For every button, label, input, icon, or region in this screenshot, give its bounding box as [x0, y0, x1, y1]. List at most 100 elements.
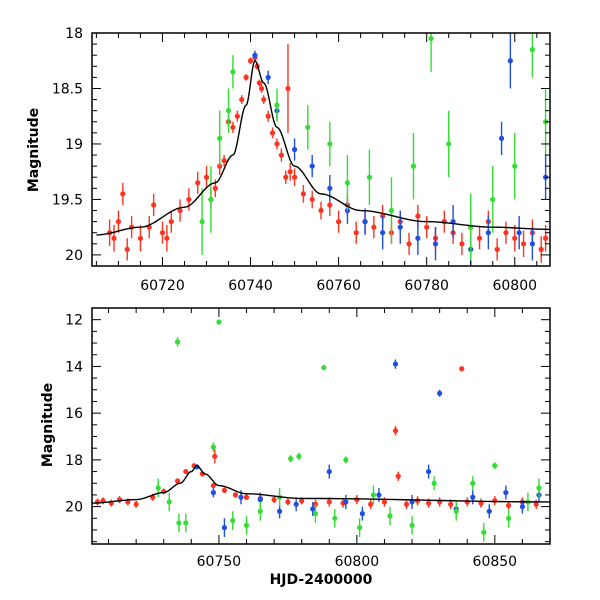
data-point-blue [415, 235, 421, 241]
x-tick-label: 60800 [335, 554, 380, 570]
data-point-red [247, 58, 254, 64]
data-point-green [481, 529, 487, 535]
data-point-red [512, 235, 518, 241]
data-point-blue [529, 241, 535, 247]
data-point-red [274, 141, 280, 147]
data-point-red [230, 124, 236, 130]
data-point-red [124, 246, 130, 252]
data-point-red [326, 499, 332, 505]
y-tick-label: 18.5 [52, 81, 83, 97]
data-point-red [459, 366, 465, 372]
data-point-red [285, 499, 291, 505]
data-point-red [256, 80, 262, 86]
data-point-green [208, 196, 214, 203]
bottom-light-curve-panel: 60750 60800 60850 12 14 16 18 20 Magnitude HJD-… [40, 307, 551, 588]
data-point-red [533, 501, 539, 507]
data-point-red [269, 130, 276, 136]
data-point-red [448, 501, 454, 507]
data-point-blue [359, 511, 365, 517]
data-point-green [216, 319, 222, 325]
data-point-red [520, 241, 527, 247]
data-point-green [490, 196, 496, 203]
data-point-blue [238, 494, 244, 500]
bottom-panel-data-marks [92, 319, 550, 542]
data-point-red [186, 196, 192, 203]
data-point-red [133, 501, 139, 507]
x-tick-label: 60740 [228, 278, 273, 294]
data-point-red [111, 235, 117, 241]
data-point-green [296, 453, 302, 459]
data-point-blue [426, 468, 432, 475]
data-point-red [368, 501, 374, 507]
data-point-green [327, 141, 333, 147]
top-panel-y-axis-label: Magnitude [26, 108, 42, 192]
x-tick-label: 60720 [140, 278, 185, 294]
data-point-blue [437, 390, 443, 396]
data-point-red [538, 246, 544, 252]
y-tick-label: 19.5 [52, 192, 83, 208]
data-point-red [278, 152, 284, 158]
data-point-blue [485, 230, 491, 236]
bottom-panel-frame [91, 307, 551, 545]
model-fit-curve [92, 464, 550, 504]
top-panel-frame [91, 32, 551, 267]
data-point-red [243, 494, 250, 500]
data-point-blue [507, 58, 513, 64]
data-point-red [392, 428, 399, 434]
data-point-red [258, 85, 265, 92]
data-point-green [343, 457, 349, 463]
data-point-red [151, 202, 157, 208]
data-point-blue [498, 135, 505, 142]
data-point-green [305, 124, 311, 130]
data-point-green [243, 522, 250, 528]
data-point-blue [310, 506, 316, 512]
data-point-green [230, 518, 236, 524]
data-point-red [415, 213, 421, 219]
data-point-green [357, 525, 363, 531]
top-light-curve-panel: 60720 60740 60760 60780 608001818.51919.520 … [26, 26, 551, 294]
data-point-blue [257, 497, 263, 503]
data-point-green [506, 515, 512, 521]
data-point-red [287, 169, 293, 175]
data-point-green [370, 492, 377, 498]
y-tick-label: 19 [65, 137, 83, 153]
data-point-blue [409, 499, 415, 505]
y-tick-label: 18 [65, 453, 83, 469]
data-point-green [492, 463, 498, 469]
data-point-red [195, 180, 201, 186]
data-point-red [494, 246, 500, 252]
data-point-blue [392, 361, 399, 367]
data-point-green [155, 485, 161, 491]
data-point-red [115, 219, 122, 225]
data-point-red [318, 207, 324, 214]
data-point-green [536, 485, 542, 491]
data-point-red [239, 96, 245, 103]
bottom-panel-x-axis-label: HJD-2400000 [270, 572, 373, 588]
data-point-blue [309, 163, 315, 169]
data-point-red [503, 230, 509, 236]
x-tick-label: 60760 [316, 278, 361, 294]
data-point-green [388, 207, 395, 214]
data-point-green [366, 174, 373, 180]
data-point-green [409, 522, 415, 528]
data-point-red [177, 207, 183, 214]
data-point-red [159, 230, 166, 236]
bottom-panel-ticks: 60750 60800 60850 12 14 16 18 20 [65, 307, 551, 570]
data-point-red [327, 202, 333, 208]
data-point-red [542, 235, 549, 241]
data-point-red [212, 185, 218, 191]
bottom-panel-y-axis-label: Magnitude [40, 383, 56, 467]
x-tick-label: 60780 [404, 278, 449, 294]
data-point-blue [503, 489, 509, 496]
top-panel-data-marks [96, 33, 550, 266]
data-point-green [225, 108, 232, 114]
data-point-green [257, 508, 263, 514]
data-point-red [243, 74, 249, 80]
data-point-red [406, 241, 412, 247]
data-point-blue [362, 219, 368, 225]
data-point-green [387, 513, 393, 519]
data-point-blue [380, 230, 386, 236]
data-point-green [410, 163, 417, 169]
data-point-green [431, 480, 437, 486]
